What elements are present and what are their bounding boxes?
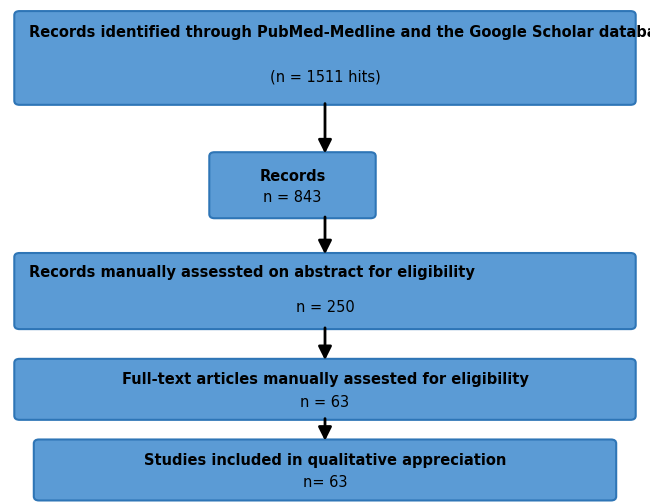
FancyBboxPatch shape bbox=[14, 11, 636, 105]
Text: (n = 1511 hits): (n = 1511 hits) bbox=[270, 70, 380, 84]
Text: Records: Records bbox=[259, 169, 326, 184]
FancyBboxPatch shape bbox=[34, 439, 616, 500]
Text: Studies included in qualitative appreciation: Studies included in qualitative apprecia… bbox=[144, 453, 506, 468]
Text: n= 63: n= 63 bbox=[303, 475, 347, 490]
Text: Full-text articles manually assested for eligibility: Full-text articles manually assested for… bbox=[122, 372, 528, 387]
Text: Records manually assessted on abstract for eligibility: Records manually assessted on abstract f… bbox=[29, 265, 475, 280]
FancyBboxPatch shape bbox=[14, 253, 636, 329]
Text: n = 843: n = 843 bbox=[263, 191, 322, 206]
Text: n = 250: n = 250 bbox=[296, 300, 354, 315]
FancyBboxPatch shape bbox=[209, 152, 376, 218]
Text: Records identified through PubMed-Medline and the Google Scholar database.: Records identified through PubMed-Medlin… bbox=[29, 25, 650, 40]
Text: n = 63: n = 63 bbox=[300, 395, 350, 410]
FancyBboxPatch shape bbox=[14, 359, 636, 420]
